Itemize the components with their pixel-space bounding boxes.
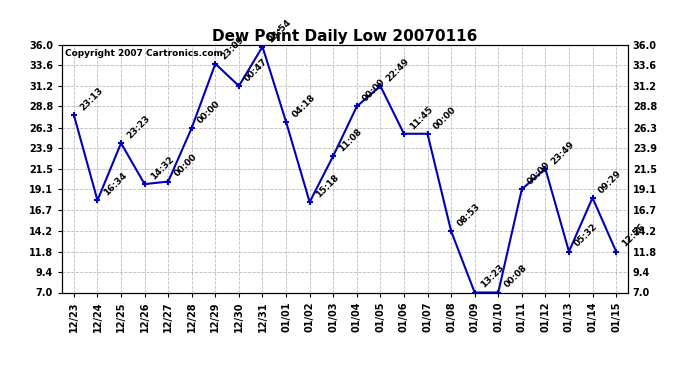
Text: 00:00: 00:00 [432, 105, 458, 131]
Text: 00:00: 00:00 [526, 160, 552, 186]
Text: 23:49: 23:49 [549, 139, 576, 166]
Text: 09:29: 09:29 [597, 168, 623, 195]
Text: 08:53: 08:53 [455, 202, 482, 228]
Text: 13:23: 13:23 [479, 263, 506, 290]
Text: 14:32: 14:32 [149, 154, 175, 182]
Text: 15:18: 15:18 [314, 172, 340, 199]
Text: 05:32: 05:32 [573, 222, 600, 249]
Text: 16:34: 16:34 [101, 171, 128, 198]
Text: 12:56: 12:56 [620, 222, 647, 249]
Text: 23:54: 23:54 [266, 17, 293, 44]
Text: 11:08: 11:08 [337, 127, 364, 153]
Text: 00:47: 00:47 [243, 57, 270, 83]
Text: 23:09: 23:09 [219, 34, 246, 61]
Text: 22:49: 22:49 [384, 56, 411, 83]
Text: 00:00: 00:00 [172, 153, 199, 179]
Text: 04:18: 04:18 [290, 92, 317, 119]
Text: 00:08: 00:08 [502, 263, 529, 290]
Text: 23:13: 23:13 [78, 86, 105, 112]
Text: 00:00: 00:00 [196, 99, 222, 125]
Text: 00:00: 00:00 [361, 77, 387, 104]
Text: Copyright 2007 Cartronics.com: Copyright 2007 Cartronics.com [65, 49, 223, 58]
Text: 23:23: 23:23 [125, 114, 152, 140]
Title: Dew Point Daily Low 20070116: Dew Point Daily Low 20070116 [213, 29, 477, 44]
Text: 11:45: 11:45 [408, 104, 435, 131]
